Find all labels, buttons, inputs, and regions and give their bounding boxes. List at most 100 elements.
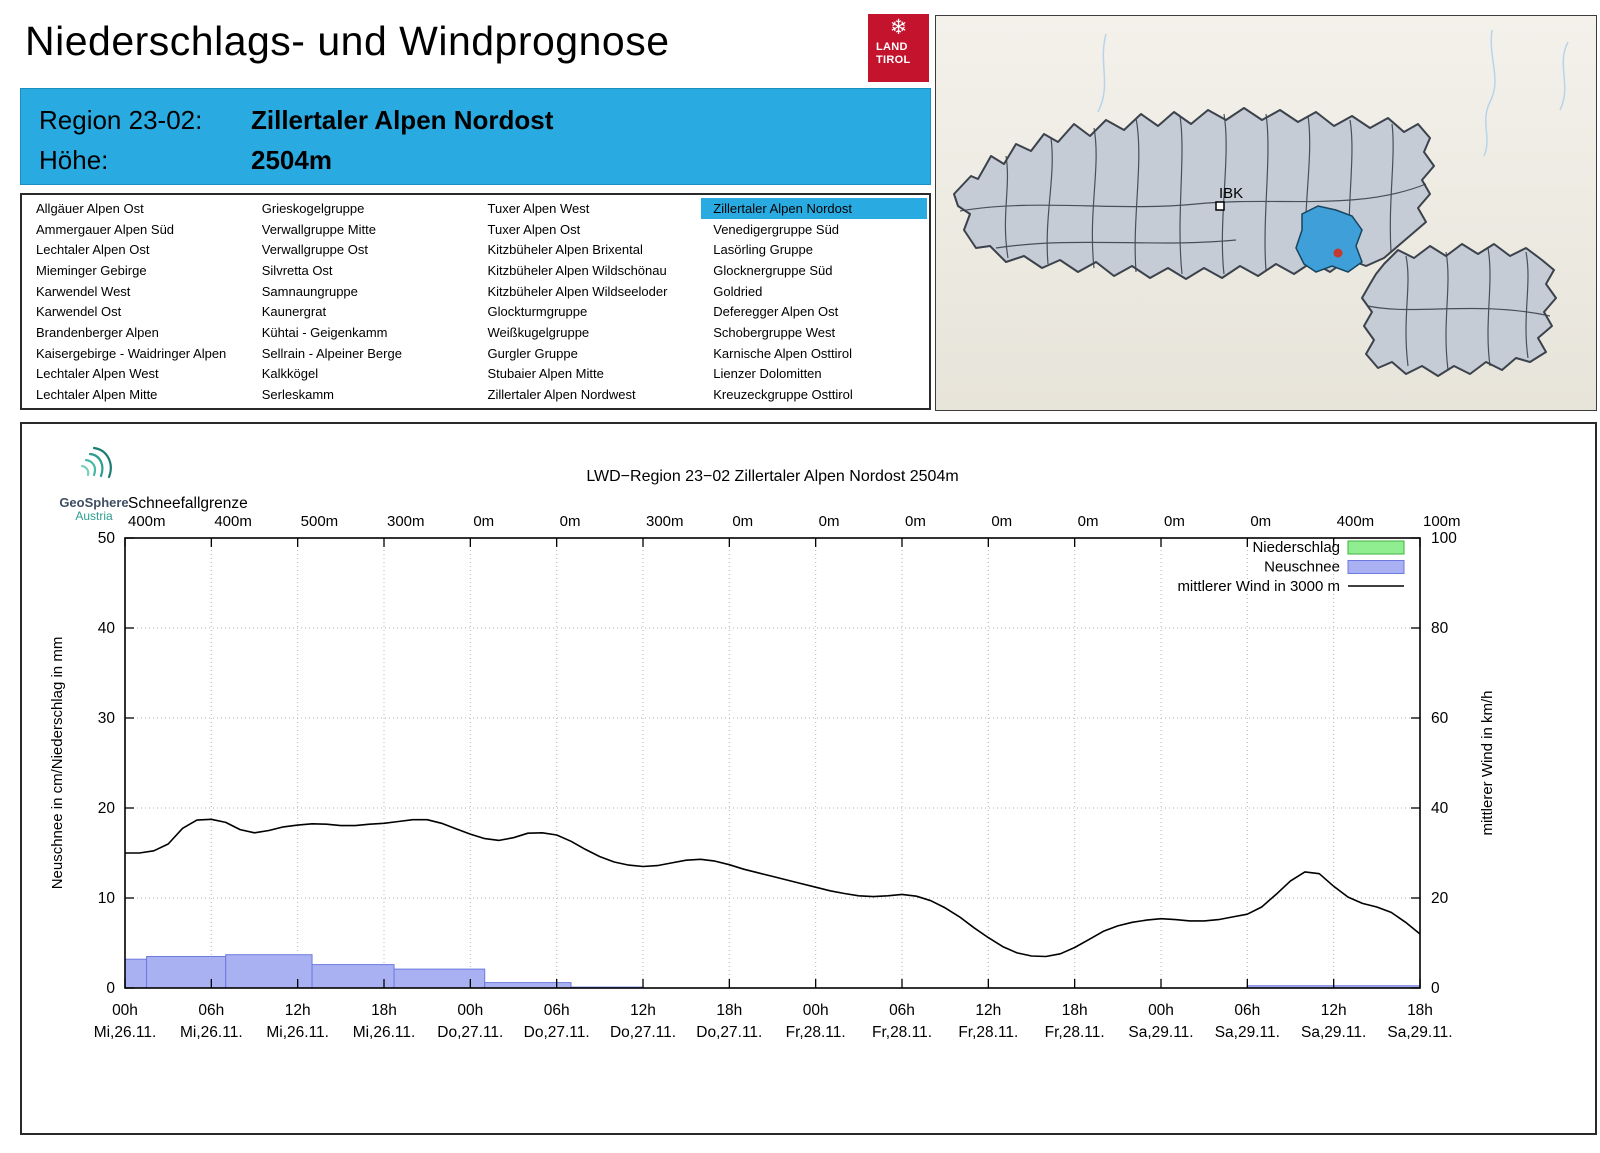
region-list-item[interactable]: Deferegger Alpen Ost: [713, 304, 839, 320]
region-list-item[interactable]: Verwallgruppe Mitte: [261, 221, 376, 237]
x-tick-hour-label: 06h: [1234, 1002, 1260, 1019]
region-list-item[interactable]: Kühtai - Geigenkamm: [261, 325, 388, 341]
x-tick-hour-label: 06h: [889, 1002, 915, 1019]
region-list-item[interactable]: Kaisergebirge - Waidringer Alpen: [36, 345, 227, 361]
region-list-item[interactable]: Mieminger Gebirge: [36, 262, 147, 278]
ibk-label: IBK: [1219, 185, 1243, 202]
x-tick-hour-label: 18h: [716, 1002, 742, 1019]
x-tick-day-label: Fr,28.11.: [872, 1024, 932, 1041]
x-tick-day-label: Mi,26.11.: [180, 1024, 243, 1041]
region-list-item[interactable]: Zillertaler Alpen Nordwest: [487, 387, 636, 403]
region-list-item[interactable]: Glocknergruppe Süd: [713, 262, 833, 278]
region-list-item[interactable]: Venedigergruppe Süd: [713, 221, 840, 237]
region-list-item[interactable]: Lechtaler Alpen Mitte: [36, 387, 158, 403]
region-list-item[interactable]: Sellrain - Alpeiner Berge: [261, 345, 402, 361]
geosphere-sub: Austria: [75, 509, 113, 523]
region-list-item[interactable]: Samnaungruppe: [261, 283, 358, 299]
land-tirol-logo: ❄ LAND TIROL: [868, 14, 929, 82]
region-list-item[interactable]: Karnische Alpen Osttirol: [713, 345, 852, 361]
region-list-item[interactable]: Weißkugelgruppe: [487, 325, 590, 341]
neuschnee-bar: [393, 968, 486, 989]
region-banner: Region 23-02: Zillertaler Alpen Nordost …: [20, 88, 931, 185]
region-list-item[interactable]: Ammergauer Alpen Süd: [36, 221, 175, 237]
legend-label: Niederschlag: [1252, 539, 1340, 556]
region-list-item[interactable]: Gurgler Gruppe: [487, 345, 578, 361]
tirol-map[interactable]: IBK: [936, 16, 1596, 410]
legend-label: Neuschnee: [1264, 559, 1340, 576]
region-list-item[interactable]: Kaunergrat: [261, 304, 327, 320]
snowline-value: 0m: [473, 513, 494, 530]
snowline-value: 0m: [1078, 513, 1099, 530]
region-list-item[interactable]: Kalkkögel: [261, 366, 319, 382]
snowline-value: 0m: [1164, 513, 1185, 530]
region-list-item[interactable]: Silvretta Ost: [261, 262, 333, 278]
region-list-item[interactable]: Brandenberger Alpen: [36, 325, 159, 341]
snowline-value: 100m: [1423, 513, 1461, 530]
region-list-item-selected[interactable]: Zillertaler Alpen Nordost: [701, 198, 927, 219]
altitude-value: 2504m: [251, 144, 332, 175]
plot-border: [124, 537, 1421, 989]
region-list-item[interactable]: Tuxer Alpen West: [487, 200, 590, 216]
x-tick-hour-label: 12h: [285, 1002, 311, 1019]
east-tirol-region: [1361, 243, 1557, 377]
region-list-item[interactable]: Karwendel West: [36, 283, 131, 299]
snowline-value: 0m: [732, 513, 753, 530]
y-axis-label-right: mittlerer Wind in km/h: [1479, 690, 1496, 835]
legend-swatch: [1347, 540, 1405, 555]
snowline-value: 300m: [646, 513, 684, 530]
tirol-map-panel: IBK: [935, 15, 1597, 411]
river-line: [1559, 41, 1569, 111]
y-axis-label-left: Neuschnee in cm/Niederschlag in mm: [49, 637, 66, 890]
region-list-item[interactable]: Verwallgruppe Ost: [261, 242, 368, 258]
y-left-tick-label: 20: [98, 800, 116, 817]
snowline-value: 0m: [819, 513, 840, 530]
region-list-item[interactable]: Lienzer Dolomitten: [713, 366, 822, 382]
geosphere-logo: GeoSphere Austria: [46, 444, 142, 523]
altitude-label: Höhe:: [39, 144, 109, 175]
x-tick-day-label: Mi,26.11.: [353, 1024, 416, 1041]
region-list-item[interactable]: Lasörling Gruppe: [713, 242, 813, 258]
logo-line-2: TIROL: [876, 53, 911, 66]
y-left-tick-label: 50: [98, 530, 116, 547]
x-tick-hour-label: 06h: [544, 1002, 570, 1019]
neuschnee-bar: [124, 958, 148, 989]
forecast-chart-panel: LWD−Region 23−02 Zillertaler Alpen Nordo…: [20, 422, 1597, 1135]
x-tick-day-label: Fr,28.11.: [786, 1024, 846, 1041]
region-list-item[interactable]: Grieskogelgruppe: [261, 200, 365, 216]
region-list-item[interactable]: Lechtaler Alpen Ost: [36, 242, 150, 258]
region-list-item[interactable]: Glockturmgruppe: [487, 304, 588, 320]
y-right-tick-label: 60: [1431, 710, 1449, 727]
region-list-item[interactable]: Stubaier Alpen Mitte: [487, 366, 604, 382]
x-tick-hour-label: 00h: [1148, 1002, 1174, 1019]
region-list-item[interactable]: Kreuzeckgruppe Osttirol: [713, 387, 853, 403]
x-tick-day-label: Do,27.11.: [437, 1024, 503, 1041]
legend-swatch: [1347, 560, 1405, 574]
geosphere-arcs-icon: [80, 446, 112, 479]
region-list-item[interactable]: Kitzbüheler Alpen Wildschönau: [487, 262, 667, 278]
x-tick-day-label: Fr,28.11.: [1045, 1024, 1105, 1041]
region-list-item[interactable]: Tuxer Alpen Ost: [487, 221, 581, 237]
region-list-item[interactable]: Karwendel Ost: [36, 304, 122, 320]
region-list-item[interactable]: Kitzbüheler Alpen Wildseeloder: [487, 283, 668, 299]
region-list-item[interactable]: Kitzbüheler Alpen Brixental: [487, 242, 643, 258]
region-list-item[interactable]: Allgäuer Alpen Ost: [36, 200, 144, 216]
x-tick-day-label: Fr,28.11.: [958, 1024, 1018, 1041]
region-list-item[interactable]: Lechtaler Alpen West: [36, 366, 159, 382]
region-list-item[interactable]: Schobergruppe West: [713, 325, 836, 341]
region-label: Region 23-02:: [39, 104, 203, 135]
x-tick-day-label: Mi,26.11.: [94, 1024, 157, 1041]
x-tick-hour-label: 12h: [630, 1002, 656, 1019]
region-borders: [959, 113, 1551, 371]
y-right-tick-label: 80: [1431, 620, 1449, 637]
snowline-value: 500m: [301, 513, 339, 530]
region-list-item[interactable]: Goldried: [713, 283, 763, 299]
y-left-tick-label: 40: [98, 620, 116, 637]
neuschnee-bar: [225, 954, 313, 989]
selected-region-shape[interactable]: [1295, 205, 1363, 273]
region-list-item[interactable]: Serleskamm: [261, 387, 334, 403]
snowline-value: 400m: [214, 513, 252, 530]
x-tick-hour-label: 06h: [198, 1002, 224, 1019]
y-right-tick-label: 40: [1431, 800, 1449, 817]
x-tick-hour-label: 12h: [1321, 1002, 1347, 1019]
